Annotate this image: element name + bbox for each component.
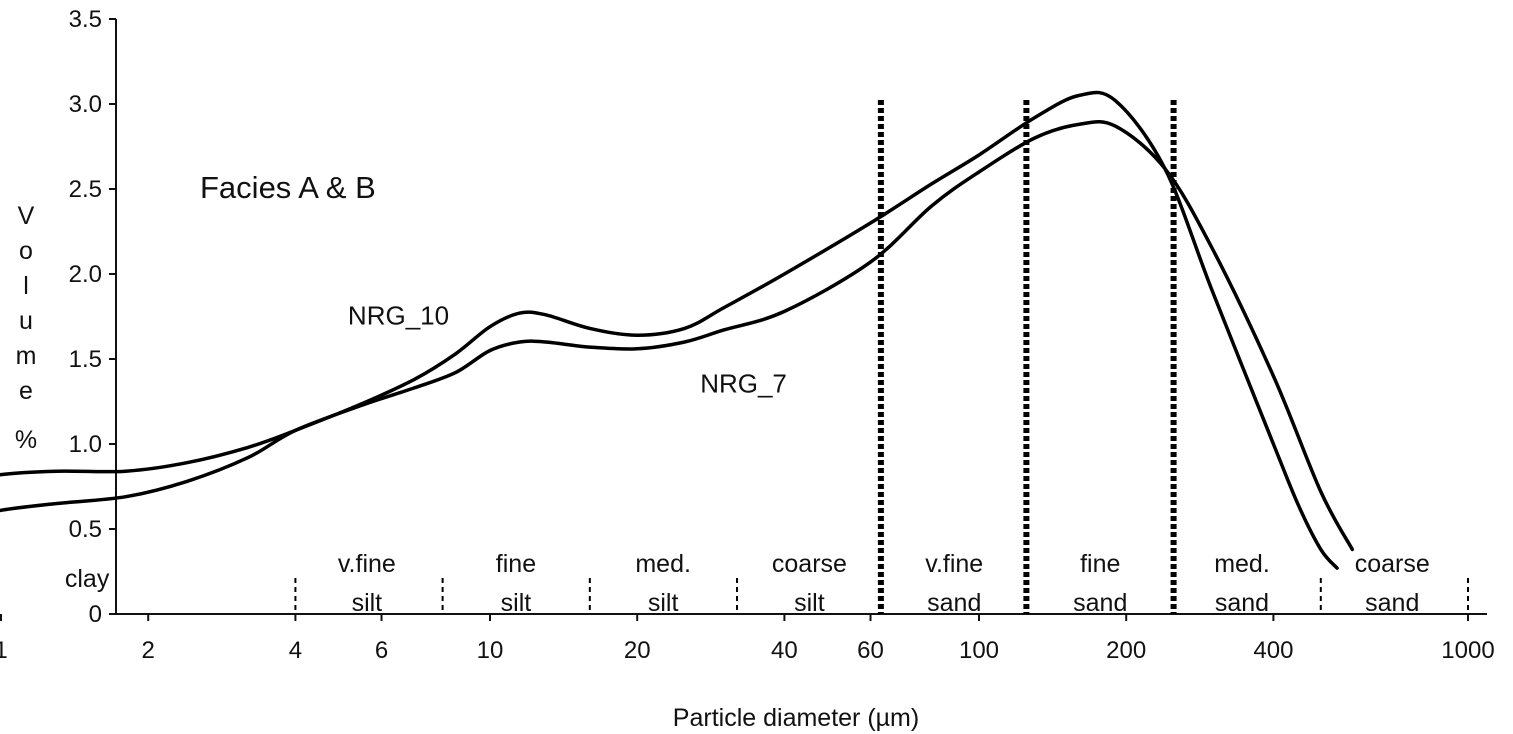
x-axis-title: Particle diameter (µm) xyxy=(673,704,919,732)
size-class-label: sand xyxy=(1215,589,1269,617)
size-class-boundaries xyxy=(294,100,1469,614)
y-axis-title-letter: u xyxy=(19,307,33,335)
x-tick-label: 200 xyxy=(1106,637,1146,664)
size-class-label: silt xyxy=(648,589,679,617)
series-nrg-7-line xyxy=(0,119,1355,552)
size-class-label: silt xyxy=(794,589,825,617)
y-tick-label: 2.0 xyxy=(69,261,102,288)
y-tick-label: 2.5 xyxy=(69,176,102,203)
size-class-label: med. xyxy=(635,550,691,578)
y-tick-label: 0 xyxy=(89,601,102,628)
y-tick-label: 0.5 xyxy=(69,516,102,543)
x-tick-label: 10 xyxy=(477,637,504,664)
x-tick-label: 1000 xyxy=(1441,637,1494,664)
y-axis-title-unit: % xyxy=(15,426,37,454)
x-tick-label: 20 xyxy=(624,637,651,664)
y-tick-label: 1.0 xyxy=(69,431,102,458)
size-class-label: sand xyxy=(1073,589,1127,617)
series-nrg-10-line xyxy=(0,90,1339,570)
size-class-label: v.fine xyxy=(925,550,983,578)
size-class-label: med. xyxy=(1214,550,1270,578)
x-tick-label: 60 xyxy=(857,637,884,664)
y-tick-label: 3.0 xyxy=(69,91,102,118)
x-tick-label: 2 xyxy=(142,637,155,664)
y-axis-title-letter: V xyxy=(18,202,35,230)
size-class-label: sand xyxy=(1365,589,1419,617)
size-class-label: silt xyxy=(501,589,532,617)
size-class-label: v.fine xyxy=(338,550,396,578)
x-tick-label: 6 xyxy=(375,637,388,664)
x-tick-label: 4 xyxy=(289,637,302,664)
series-label: NRG_10 xyxy=(348,301,449,331)
size-class-label: fine xyxy=(496,550,536,578)
size-class-label: coarse xyxy=(772,550,847,578)
chart-title: Facies A & B xyxy=(200,170,376,205)
y-axis-title-letter: l xyxy=(23,272,29,300)
x-tick-label: 1 xyxy=(0,637,8,664)
y-axis-title-letter: m xyxy=(16,342,37,370)
size-class-label: sand xyxy=(927,589,981,617)
x-tick-label: 100 xyxy=(959,637,999,664)
x-tick-label: 40 xyxy=(771,637,798,664)
series-lines xyxy=(0,90,1355,570)
size-class-label: clay xyxy=(65,565,110,593)
series-label: NRG_7 xyxy=(700,369,787,399)
y-tick-label: 3.5 xyxy=(69,6,102,33)
y-axis-title-letter: o xyxy=(19,237,33,265)
x-tick-label: 400 xyxy=(1253,637,1293,664)
y-axis-title-letter: e xyxy=(19,377,33,405)
size-class-label: coarse xyxy=(1355,550,1430,578)
size-class-label: fine xyxy=(1080,550,1120,578)
y-tick-label: 1.5 xyxy=(69,346,102,373)
axes: 00.51.01.52.02.53.03.50.6124610204060100… xyxy=(0,6,1495,664)
size-class-label: silt xyxy=(352,589,383,617)
